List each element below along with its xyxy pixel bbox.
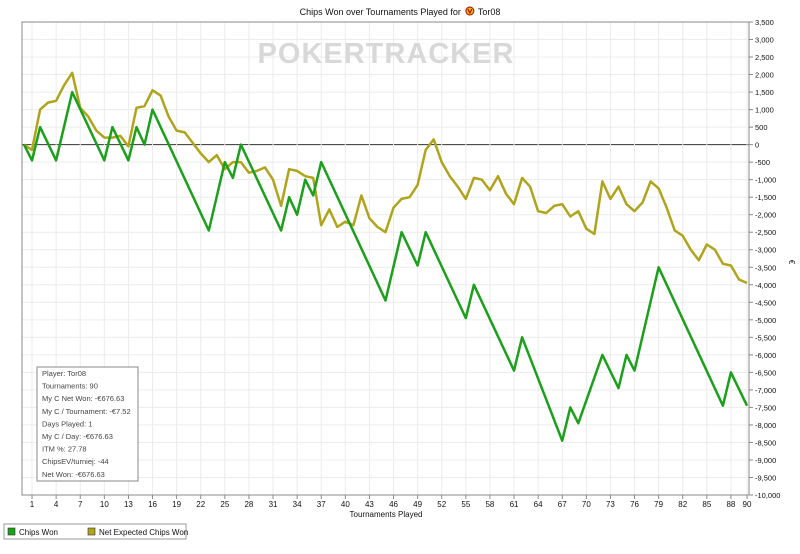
x-tick-label: 49 bbox=[413, 500, 422, 509]
x-tick-label: 79 bbox=[654, 500, 663, 509]
x-tick-label: 40 bbox=[341, 500, 350, 509]
stats-box: Player: Tor08 Tournaments: 90 My C Net Won… bbox=[36, 366, 139, 482]
x-tick-label: 34 bbox=[293, 500, 302, 509]
stats-box-line: ITM %: 27.78 bbox=[42, 445, 87, 454]
stats-box-line: Days Played: 1 bbox=[42, 419, 92, 428]
x-tick-label: 10 bbox=[100, 500, 109, 509]
legend: Chips Won Net Expected Chips Won bbox=[3, 523, 188, 540]
x-tick-label: 70 bbox=[582, 500, 591, 509]
x-axis-label: Tournaments Played bbox=[350, 510, 423, 519]
x-tick-label: 82 bbox=[678, 500, 687, 509]
y-tick-label: -1,500 bbox=[755, 193, 776, 202]
y-tick-label: -7,000 bbox=[755, 386, 776, 395]
y-tick-label: 3,000 bbox=[755, 36, 774, 45]
y-tick-label: -4,500 bbox=[755, 298, 776, 307]
x-tick-label: 90 bbox=[743, 500, 752, 509]
x-tick-label: 73 bbox=[606, 500, 615, 509]
y-tick-label: 0 bbox=[755, 141, 759, 150]
stats-box-line: My C / Tournament: -€7.52 bbox=[42, 407, 131, 416]
y-tick-label: -7,500 bbox=[755, 403, 776, 412]
plot-border bbox=[21, 21, 750, 496]
y-tick-label: -6,000 bbox=[755, 351, 776, 360]
chart-title: Chips Won over Tournaments Played for bbox=[300, 7, 461, 17]
y-tick-label: 1,000 bbox=[755, 106, 774, 115]
stats-box-line: My C Net Won: -€676.63 bbox=[42, 394, 124, 403]
x-tick-label: 25 bbox=[220, 500, 229, 509]
x-tick-label: 52 bbox=[437, 500, 446, 509]
y-tick-label: -5,000 bbox=[755, 316, 776, 325]
y-tick-label: -1,000 bbox=[755, 176, 776, 185]
x-tick-label: 76 bbox=[630, 500, 639, 509]
legend-label: Chips Won bbox=[19, 528, 58, 537]
chart-title-player: Tor08 bbox=[478, 7, 501, 17]
x-tick-label: 16 bbox=[148, 500, 157, 509]
stats-box-line: Net Won: -€676.63 bbox=[42, 470, 105, 479]
stats-box-line: Tournaments: 90 bbox=[42, 382, 98, 391]
x-tick-label: 43 bbox=[365, 500, 374, 509]
y-tick-label: -9,000 bbox=[755, 456, 776, 465]
x-tick-label: 28 bbox=[244, 500, 253, 509]
x-tick-label: 55 bbox=[461, 500, 470, 509]
y-tick-label: -10,000 bbox=[755, 491, 780, 500]
y-tick-label: -3,000 bbox=[755, 246, 776, 255]
y-tick-label: 3,500 bbox=[755, 18, 774, 27]
poker-stars-logo-detail bbox=[467, 8, 473, 15]
x-tick-label: 37 bbox=[317, 500, 326, 509]
stats-box-frame bbox=[36, 366, 139, 482]
x-tick-label: 85 bbox=[702, 500, 711, 509]
y-tick-label: -9,500 bbox=[755, 473, 776, 482]
x-tick-label: 1 bbox=[30, 500, 35, 509]
y-tick-label: -2,000 bbox=[755, 211, 776, 220]
poker-stars-logo-icon bbox=[465, 6, 475, 16]
y-axis: 3,500 3,000 2,500 2,000 1,500 1,000 500 0 -500 -1… bbox=[749, 18, 780, 500]
x-tick-label: 31 bbox=[269, 500, 278, 509]
y-tick-label: -8,000 bbox=[755, 421, 776, 430]
x-tick-label: 13 bbox=[124, 500, 133, 509]
y-tick-label: -500 bbox=[755, 158, 770, 167]
series-line-net-expected-chips-won bbox=[23, 71, 748, 285]
y-tick-label: -5,500 bbox=[755, 333, 776, 342]
x-axis: 1 4 7 10 13 16 19 22 25 28 31 34 37 40 43 46 49 52 55 58 61 6… bbox=[30, 495, 752, 509]
y-tick-label: -3,500 bbox=[755, 263, 776, 272]
x-tick-label: 67 bbox=[558, 500, 567, 509]
x-tick-label: 46 bbox=[389, 500, 398, 509]
y-tick-label: -2,500 bbox=[755, 228, 776, 237]
y-tick-label: 2,500 bbox=[755, 53, 774, 62]
stats-box-line: My C / Day: -€676.63 bbox=[42, 432, 113, 441]
series-layer bbox=[22, 71, 749, 442]
x-tick-label: 88 bbox=[726, 500, 735, 509]
y-tick-label: 1,500 bbox=[755, 88, 774, 97]
y-tick-label: 2,000 bbox=[755, 71, 774, 80]
legend-swatch bbox=[87, 527, 96, 536]
legend-label: Net Expected Chips Won bbox=[99, 528, 188, 537]
chart-title-group: Chips Won over Tournaments Played for To… bbox=[300, 6, 501, 17]
stats-box-line: Player: Tor08 bbox=[42, 369, 86, 378]
plot-area bbox=[22, 22, 749, 495]
y-tick-label: -6,500 bbox=[755, 368, 776, 377]
y-tick-label: 500 bbox=[755, 123, 768, 132]
series-line-chips-won bbox=[22, 90, 749, 442]
x-tick-label: 19 bbox=[172, 500, 181, 509]
y-tick-label: -4,000 bbox=[755, 281, 776, 290]
legend-swatch bbox=[7, 527, 16, 536]
x-tick-label: 64 bbox=[534, 500, 543, 509]
x-tick-label: 61 bbox=[510, 500, 519, 509]
x-tick-label: 58 bbox=[485, 500, 494, 509]
y-tick-label: -8,500 bbox=[755, 438, 776, 447]
x-tick-label: 4 bbox=[54, 500, 59, 509]
watermark: POKERTRACKER bbox=[258, 38, 515, 70]
x-tick-label: 7 bbox=[78, 500, 83, 509]
x-tick-label: 22 bbox=[196, 500, 205, 509]
stats-box-line: ChipsEV/turniej: -44 bbox=[42, 457, 109, 466]
y-axis-label: € bbox=[787, 260, 796, 265]
